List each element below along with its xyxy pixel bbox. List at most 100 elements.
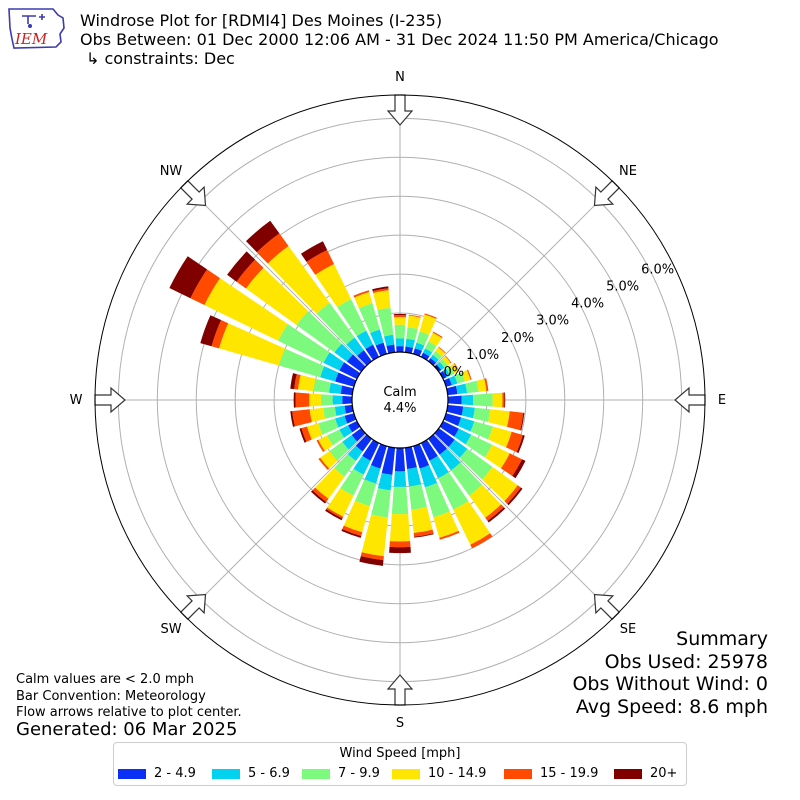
bar-dir-90-bin-6 <box>504 392 506 408</box>
bar-dir-290-bin-2 <box>320 366 339 382</box>
bar-dir-240-bin-1 <box>348 421 361 433</box>
bar-dir-210-bin-3 <box>340 468 364 496</box>
bar-dir-140-bin-1 <box>428 434 447 455</box>
bar-dir-140-bin-4 <box>469 484 502 518</box>
bar-dir-200-bin-4 <box>343 500 370 533</box>
bar-dir-340-bin-4 <box>354 292 373 309</box>
bar-dir-290-bin-4 <box>219 323 286 366</box>
bar-dir-140-bin-3 <box>451 462 483 496</box>
bar-dir-0-bin-5 <box>393 314 407 318</box>
bar-dir-140-bin-6 <box>487 507 506 523</box>
iem-logo: IEM <box>8 8 65 49</box>
bar-dir-190-bin-1 <box>381 446 396 475</box>
bar-dir-210-bin-2 <box>353 455 371 475</box>
bar-dir-190-bin-2 <box>377 473 393 491</box>
bar-dir-90-bin-3 <box>473 393 493 407</box>
bar-dir-270-bin-4 <box>309 393 322 407</box>
bar-dir-0-bin-3 <box>394 324 406 339</box>
bar-dir-180-bin-5 <box>389 541 411 548</box>
bar-dir-320-bin-2 <box>346 337 364 356</box>
bar-dir-280-bin-4 <box>298 375 316 392</box>
bar-dir-250-bin-1 <box>344 413 357 424</box>
radial-tick-label: 1.0% <box>466 348 499 363</box>
direction-label-n: N <box>395 70 405 85</box>
bar-dir-250-bin-5 <box>301 426 312 442</box>
bar-dir-180-bin-3 <box>391 486 409 515</box>
obs-between: Obs Between: 01 Dec 2000 12:06 AM - 31 D… <box>80 30 719 49</box>
legend-label: 20+ <box>650 766 678 781</box>
legend: Wind Speed [mph] 2 - 4.9 5 - 6.9 7 - 9.9… <box>113 742 687 786</box>
bar-dir-260-bin-4 <box>309 407 326 423</box>
bar-dir-340-bin-2 <box>370 329 384 346</box>
bar-dir-130-bin-1 <box>434 428 455 447</box>
bar-dir-40-bin-5 <box>438 346 446 354</box>
bar-dir-80-bin-2 <box>456 383 468 395</box>
flow-arrow-n <box>386 94 414 126</box>
bar-dir-20-bin-5 <box>424 313 437 319</box>
legend-swatch <box>212 768 240 779</box>
avg-speed: Avg Speed: 8.6 mph <box>575 695 768 718</box>
bar-dir-50-bin-1 <box>434 364 442 372</box>
bar-dir-120-bin-5 <box>501 453 522 476</box>
bar-dir-180-bin-2 <box>393 471 407 487</box>
grid-spoke-1 <box>433 183 617 367</box>
bar-dir-240-bin-3 <box>327 429 345 446</box>
bar-dir-250-bin-6 <box>299 428 307 443</box>
chart-title: Windrose Plot for [RDMI4] Des Moines (I-… <box>80 11 443 30</box>
bar-dir-230-bin-5 <box>318 457 330 470</box>
flow-arrow-se <box>593 593 621 621</box>
radial-tick-labels: 0.0%1.0%2.0%3.0%4.0%5.0%6.0% <box>431 263 674 381</box>
bar-dir-60-bin-4 <box>450 363 459 374</box>
direction-label-e: E <box>718 393 726 408</box>
bar-dir-260-bin-3 <box>323 406 337 419</box>
bar-dir-120-bin-2 <box>454 428 472 445</box>
flow-arrow-w <box>94 386 126 414</box>
bar-dir-100-bin-4 <box>488 409 510 427</box>
bar-dir-350-bin-6 <box>372 286 389 292</box>
bar-dir-250-bin-4 <box>307 423 323 440</box>
grid-spoke-5 <box>183 433 367 617</box>
bar-dir-280-bin-1 <box>340 385 354 396</box>
bar-dir-120-bin-1 <box>439 421 459 437</box>
bar-dir-350-bin-3 <box>377 307 394 337</box>
grid-spoke-3 <box>433 433 617 617</box>
bar-dir-170-bin-5 <box>413 529 434 537</box>
bar-dir-250-bin-2 <box>335 415 348 428</box>
chart-header: Windrose Plot for [RDMI4] Des Moines (I-… <box>80 11 719 68</box>
bar-dir-300-bin-6 <box>169 256 208 299</box>
direction-label-s: S <box>396 716 404 731</box>
radial-tick-label: 6.0% <box>641 263 674 278</box>
bar-dir-340-bin-1 <box>375 342 387 357</box>
bar-dir-200-bin-3 <box>355 479 377 507</box>
bar-dir-310-bin-2 <box>334 343 353 362</box>
bar-dir-260-bin-2 <box>334 405 346 416</box>
bar-dir-140-bin-2 <box>439 448 461 471</box>
bar-dir-100-bin-3 <box>473 407 491 423</box>
bar-dir-10-bin-3 <box>406 327 418 341</box>
constraints: ↳ constraints: Dec <box>86 49 235 68</box>
bar-dir-320-bin-3 <box>316 302 355 345</box>
bar-dir-180-bin-1 <box>394 447 406 472</box>
legend-item-bin-2: 5 - 6.9 <box>212 766 290 782</box>
bar-dir-140-bin-5 <box>485 504 504 521</box>
bar-dir-180-bin-4 <box>389 513 411 542</box>
bar-dir-130-bin-5 <box>504 485 521 504</box>
bar-dir-300-bin-1 <box>339 362 361 379</box>
legend-item-bin-3: 7 - 9.9 <box>302 766 380 782</box>
calm-value: 4.4% <box>383 401 416 416</box>
bar-dir-160-bin-1 <box>413 443 430 469</box>
bar-dir-350-bin-1 <box>386 344 396 354</box>
bar-dir-20-bin-2 <box>414 342 425 351</box>
bar-dir-150-bin-4 <box>453 501 491 545</box>
bar-dir-40-bin-4 <box>435 347 446 357</box>
bar-dir-170-bin-3 <box>408 484 427 510</box>
legend-label: 10 - 14.9 <box>428 766 487 781</box>
bar-dir-310-bin-3 <box>296 311 342 353</box>
bar-dir-130-bin-6 <box>507 487 523 506</box>
bar-dir-60-bin-2 <box>443 368 451 378</box>
bar-dir-300-bin-3 <box>278 324 330 363</box>
bar-dir-50-bin-5 <box>445 355 452 364</box>
bar-dir-10-bin-5 <box>408 314 421 318</box>
direction-label-nw: NW <box>160 164 183 179</box>
bar-dir-280-bin-5 <box>294 374 301 390</box>
